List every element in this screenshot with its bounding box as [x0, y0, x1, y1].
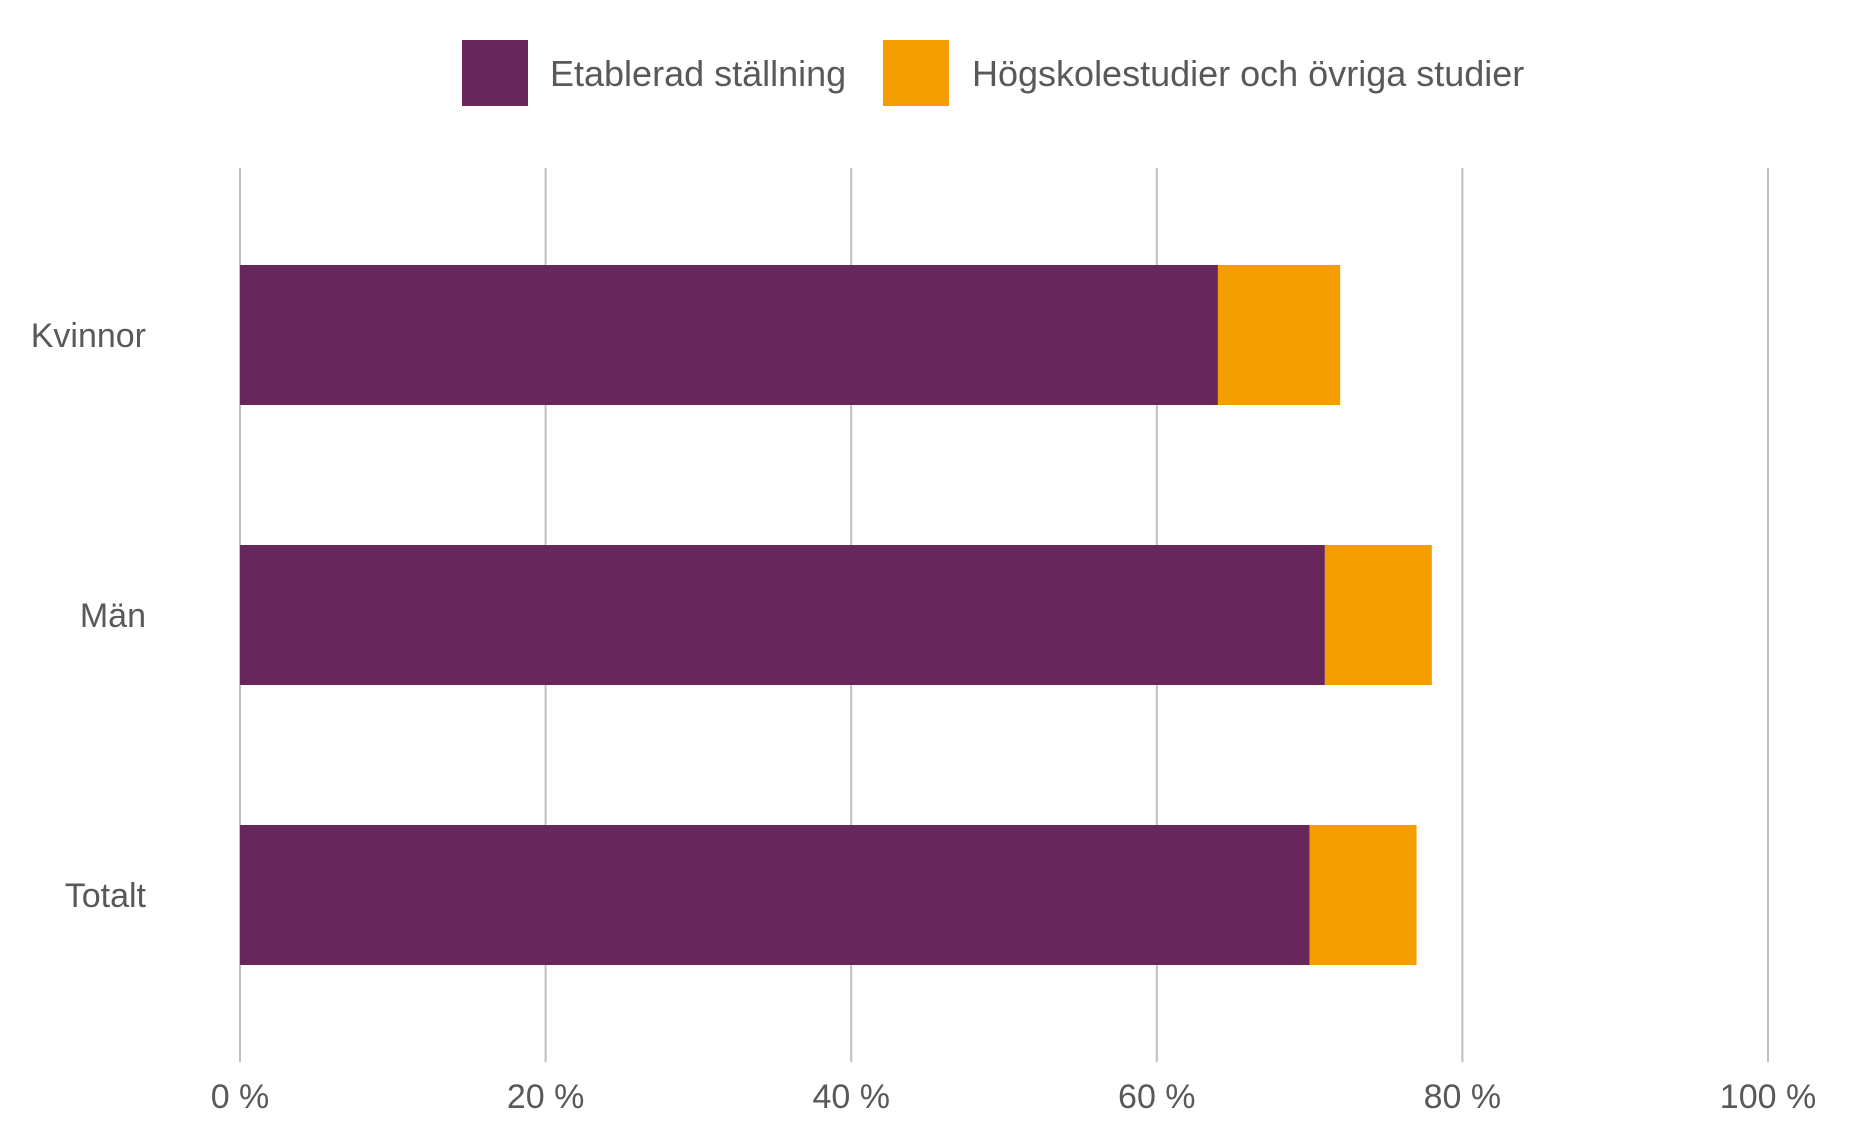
category-label-totalt: Totalt — [65, 877, 147, 915]
legend-swatch-etablerad-stallning — [462, 40, 528, 106]
legend-label-hogskolestudier-och-ovriga-studier: Högskolestudier och övriga studier — [972, 53, 1524, 94]
x-tick-label-80: 80 % — [1424, 1078, 1502, 1116]
bar-man-hogskolestudier-och-ovriga-studier — [1324, 545, 1432, 685]
bars — [240, 265, 1432, 965]
x-tick-label-100: 100 % — [1720, 1078, 1816, 1116]
bar-totalt-etablerad-stallning — [240, 825, 1310, 965]
bar-man-etablerad-stallning — [240, 545, 1325, 685]
x-tick-label-0: 0 % — [211, 1078, 270, 1116]
category-label-man: Män — [80, 597, 146, 635]
legend-swatch-hogskolestudier-och-ovriga-studier — [883, 40, 949, 106]
x-tick-label-40: 40 % — [812, 1078, 890, 1116]
bar-kvinnor-etablerad-stallning — [240, 265, 1218, 405]
bar-totalt-hogskolestudier-och-ovriga-studier — [1309, 825, 1417, 965]
category-label-kvinnor: Kvinnor — [31, 317, 146, 355]
x-tick-label-60: 60 % — [1118, 1078, 1196, 1116]
x-tick-label-20: 20 % — [507, 1078, 585, 1116]
legend-label-etablerad-stallning: Etablerad ställning — [550, 53, 846, 94]
bar-kvinnor-hogskolestudier-och-ovriga-studier — [1217, 265, 1341, 405]
category-labels: Kvinnor Män Totalt — [31, 317, 147, 915]
legend: Etablerad ställning Högskolestudier och ö… — [462, 40, 1524, 106]
x-tick-labels: 0 % 20 % 40 % 60 % 80 % 100 % — [211, 1078, 1817, 1116]
